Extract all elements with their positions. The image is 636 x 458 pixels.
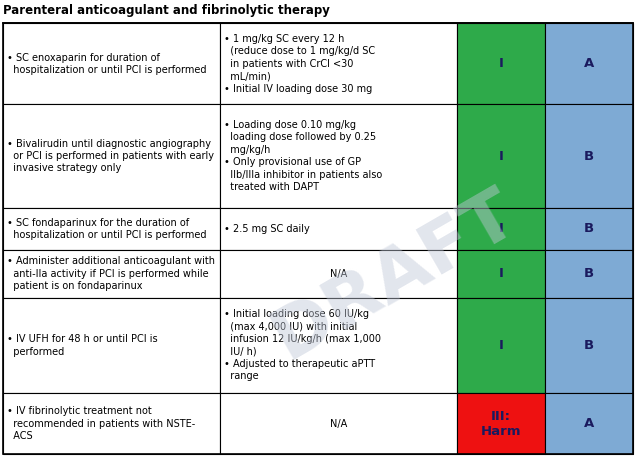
Bar (545, 250, 633, 298)
Bar (220, 250, 457, 298)
Text: • Initial loading dose 60 IU/kg
  (max 4,000 IU) with initial
  infusion 12 IU/k: • Initial loading dose 60 IU/kg (max 4,0… (225, 310, 382, 382)
Text: • SC enoxaparin for duration of
  hospitalization or until PCI is performed: • SC enoxaparin for duration of hospital… (7, 53, 207, 75)
Bar (220, 393, 457, 454)
Text: B: B (584, 149, 594, 163)
Bar (545, 393, 633, 454)
Bar (545, 298, 633, 393)
Text: I: I (498, 149, 503, 163)
Text: I: I (498, 339, 503, 352)
Text: DRAFT: DRAFT (260, 177, 529, 372)
Bar (220, 104, 457, 207)
Text: I: I (498, 267, 503, 280)
Bar (220, 23, 457, 104)
Text: • Loading dose 0.10 mg/kg
  loading dose followed by 0.25
  mg/kg/h
• Only provi: • Loading dose 0.10 mg/kg loading dose f… (225, 120, 383, 192)
Bar (3, 104, 220, 207)
Bar (545, 104, 633, 207)
Text: III:
Harm: III: Harm (480, 409, 521, 437)
Text: N/A: N/A (330, 269, 347, 279)
Text: B: B (584, 222, 594, 235)
Text: Parenteral anticoagulant and fibrinolytic therapy: Parenteral anticoagulant and fibrinolyti… (3, 4, 330, 17)
Text: • 1 mg/kg SC every 12 h
  (reduce dose to 1 mg/kg/d SC
  in patients with CrCl <: • 1 mg/kg SC every 12 h (reduce dose to … (225, 34, 375, 93)
Bar (220, 207, 457, 250)
Bar (545, 207, 633, 250)
Text: • IV UFH for 48 h or until PCI is
  performed: • IV UFH for 48 h or until PCI is perfor… (7, 334, 158, 357)
Bar (457, 393, 545, 454)
Text: B: B (584, 267, 594, 280)
Bar (457, 250, 545, 298)
Bar (545, 23, 633, 104)
Bar (457, 23, 545, 104)
Text: • 2.5 mg SC daily: • 2.5 mg SC daily (225, 224, 310, 234)
Bar (220, 298, 457, 393)
Bar (3, 298, 220, 393)
Bar (3, 393, 220, 454)
Bar (457, 298, 545, 393)
Text: N/A: N/A (330, 419, 347, 429)
Text: I: I (498, 57, 503, 70)
Text: • Administer additional anticoagulant with
  anti-IIa activity if PCI is perform: • Administer additional anticoagulant wi… (7, 256, 215, 291)
Text: B: B (584, 339, 594, 352)
Text: • Bivalirudin until diagnostic angiography
  or PCI is performed in patients wit: • Bivalirudin until diagnostic angiograp… (7, 139, 214, 174)
Bar (3, 207, 220, 250)
Bar (3, 23, 220, 104)
Text: • SC fondaparinux for the duration of
  hospitalization or until PCI is performe: • SC fondaparinux for the duration of ho… (7, 218, 207, 240)
Bar (457, 207, 545, 250)
Text: A: A (584, 57, 594, 70)
Bar (3, 250, 220, 298)
Bar (457, 104, 545, 207)
Text: I: I (498, 222, 503, 235)
Text: A: A (584, 417, 594, 430)
Text: • IV fibrinolytic treatment not
  recommended in patients with NSTE-
  ACS: • IV fibrinolytic treatment not recommen… (7, 406, 195, 441)
